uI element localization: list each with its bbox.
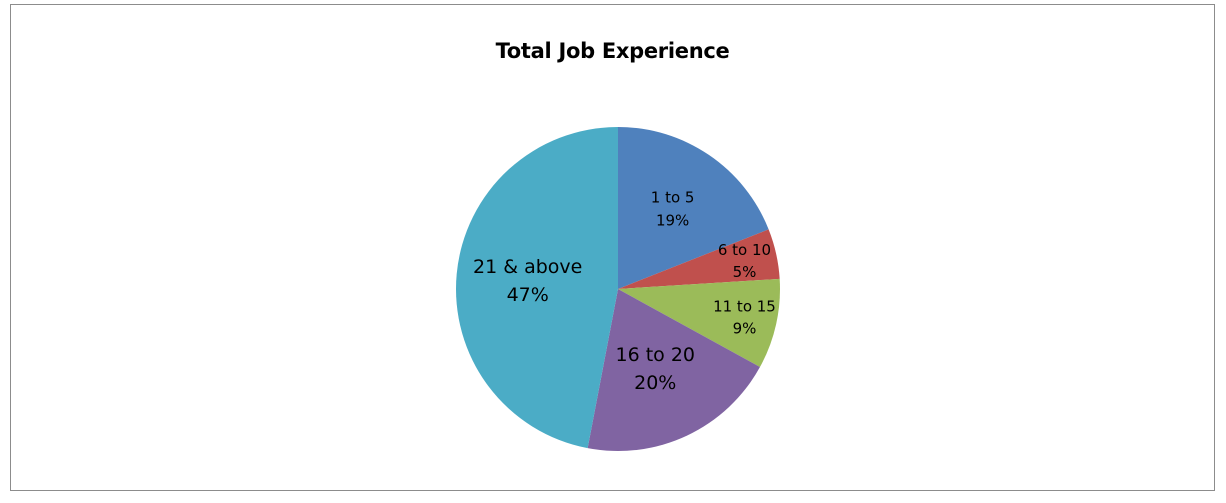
slice-percent-label: 9% — [733, 320, 757, 338]
pie-slice-21-above — [456, 127, 618, 449]
slice-label: 16 to 20 20% — [615, 344, 695, 394]
slice-label: 11 to 15 9% — [713, 298, 776, 338]
slice-category-label: 1 to 5 — [651, 188, 695, 206]
slice-category-label: 6 to 10 — [718, 241, 771, 259]
chart-title: Total Job Experience — [495, 39, 730, 63]
slice-percent-label: 47% — [507, 284, 549, 306]
pie-slice-1-to-5 — [618, 127, 769, 289]
slice-category-label: 11 to 15 — [713, 298, 776, 316]
slice-percent-label: 20% — [634, 372, 676, 394]
slice-percent-label: 19% — [656, 211, 689, 229]
slice-category-label: 16 to 20 — [615, 344, 695, 366]
slice-percent-label: 5% — [733, 263, 757, 281]
pie-slice-16-to-20 — [587, 289, 760, 451]
slice-label: 1 to 5 19% — [651, 188, 695, 229]
pie-slice-6-to-10 — [618, 229, 780, 289]
slice-label: 21 & above 47% — [473, 256, 582, 306]
slice-label: 6 to 10 5% — [718, 241, 771, 281]
slice-category-label: 21 & above — [473, 256, 582, 278]
pie-slice-11-to-15 — [618, 278, 780, 368]
